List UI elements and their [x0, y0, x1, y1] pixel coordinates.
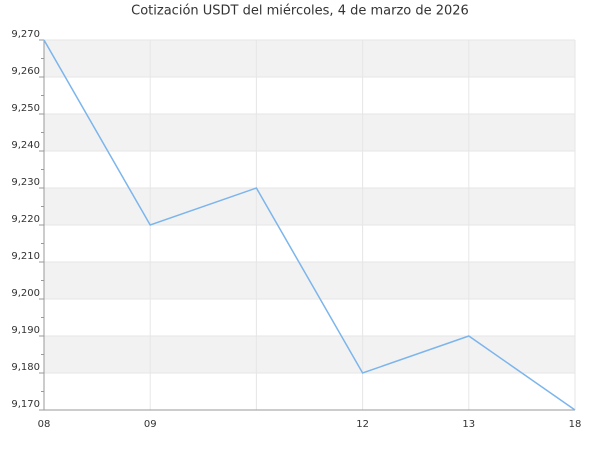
x-tick-label: 12: [356, 419, 369, 430]
y-tick-label: 9,200: [11, 288, 40, 299]
plot-band: [44, 40, 575, 77]
plot-band: [44, 114, 575, 151]
y-tick-label: 9,260: [11, 66, 40, 77]
x-tick-label: 08: [38, 419, 51, 430]
y-tick-label: 9,220: [11, 214, 40, 225]
plot-band: [44, 188, 575, 225]
x-tick-label: 09: [144, 419, 157, 430]
y-tick-label: 9,240: [11, 140, 40, 151]
plot-band: [44, 336, 575, 373]
y-tick-label: 9,230: [11, 177, 40, 188]
y-tick-label: 9,210: [11, 251, 40, 262]
line-series: [43, 39, 576, 411]
y-tick-label: 9,170: [11, 399, 40, 410]
chart-title: Cotización USDT del miércoles, 4 de marz…: [131, 4, 469, 19]
y-tick-label: 9,270: [11, 29, 40, 40]
y-tick-label: 9,250: [11, 103, 40, 114]
y-tick-label: 9,180: [11, 362, 40, 373]
x-tick-label: 13: [462, 419, 475, 430]
y-tick-label: 9,190: [11, 325, 40, 336]
x-tick-label: 18: [569, 419, 582, 430]
